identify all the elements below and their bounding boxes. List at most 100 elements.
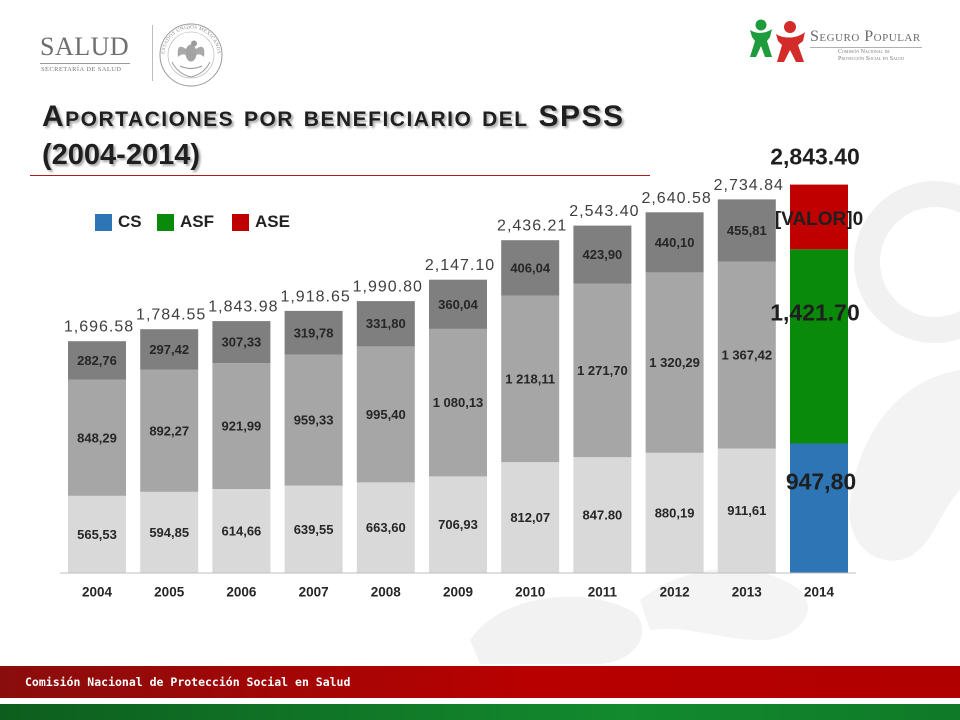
- total-label-2010: 2,436.21: [497, 218, 567, 235]
- data-label-2005-ase: 297,42: [149, 342, 189, 357]
- x-tick-label-2004: 2004: [82, 585, 113, 600]
- data-label-2014-cs: 947,80: [786, 469, 856, 495]
- data-label-2008-cs: 663,60: [366, 520, 406, 535]
- legend-label-cs: CS: [118, 212, 142, 231]
- data-label-2005-asf: 892,27: [149, 423, 189, 438]
- data-label-2012-cs: 880,19: [655, 505, 695, 520]
- data-label-2004-asf: 848,29: [77, 430, 117, 445]
- bar-segment-2005-cs: [140, 491, 199, 573]
- bar-segment-2010-asf: [501, 295, 560, 463]
- data-label-2012-ase: 440,10: [655, 235, 695, 250]
- red-figure-icon: [776, 21, 805, 62]
- total-label-2006: 1,843.98: [208, 299, 278, 316]
- bar-segment-2009-ase: [429, 279, 487, 329]
- watermark-head-shape: [854, 181, 960, 343]
- bar-segment-2010-cs: [501, 462, 560, 573]
- watermark-arm-shape: [849, 370, 960, 561]
- footer-text: Comisión Nacional de Protección Social e…: [25, 675, 351, 689]
- data-label-2007-ase: 319,78: [294, 325, 334, 340]
- bar-segment-2007-asf: [284, 354, 343, 486]
- data-label-2004-ase: 282,76: [77, 353, 117, 368]
- total-label-2011: 2,543.40: [569, 203, 639, 220]
- legend-swatch-cs: [95, 213, 112, 231]
- data-label-2011-asf: 1 271,70: [577, 363, 628, 378]
- bar-segment-2009-cs: [429, 476, 487, 573]
- total-label-2008: 1,990.80: [353, 279, 423, 296]
- bar-segment-2006-ase: [212, 321, 271, 364]
- legend-item-cs: CS: [95, 213, 142, 231]
- data-label-2006-asf: 921,99: [222, 419, 262, 434]
- data-label-2007-cs: 639,55: [294, 522, 334, 537]
- legend-label-ase: ASE: [255, 212, 290, 231]
- bar-segment-2014-ase: [790, 184, 848, 250]
- bar-segment-2009-asf: [429, 328, 487, 477]
- salud-logo-text: SALUD: [40, 32, 130, 61]
- total-label-2007: 1,918.65: [280, 288, 350, 305]
- data-label-2011-cs: 847.80: [583, 508, 623, 523]
- data-label-2013-asf: 1 367,42: [721, 348, 772, 363]
- header-divider: [152, 25, 153, 81]
- data-label-2006-ase: 307,33: [222, 335, 262, 350]
- bar-segment-2013-ase: [717, 199, 776, 262]
- total-label-2005: 1,784.55: [136, 307, 206, 324]
- total-label-2009: 2,147.10: [425, 257, 495, 274]
- seguro-popular-rule: [810, 47, 922, 48]
- bar-segment-2013-cs: [717, 448, 776, 573]
- bar-segment-2011-ase: [573, 225, 632, 284]
- seguro-popular-name: Seguro Popular: [810, 28, 921, 45]
- bar-segment-2004-asf: [68, 379, 126, 496]
- bar-segment-2008-ase: [356, 301, 415, 347]
- bar-segment-2008-asf: [356, 346, 415, 483]
- page-title-years: (2004-2014): [42, 139, 200, 171]
- legend-item-ase: ASE: [232, 213, 290, 231]
- green-figure-icon: [750, 19, 772, 57]
- x-tick-label-2013: 2013: [732, 585, 763, 600]
- x-tick-label-2010: 2010: [515, 585, 545, 600]
- bar-segment-2004-cs: [68, 495, 126, 573]
- legend-item-asf: ASF: [157, 213, 214, 231]
- total-label-2013: 2,734.84: [714, 177, 784, 194]
- watermark-foot-shape: [470, 596, 643, 664]
- bar-segment-2013-asf: [717, 261, 776, 449]
- salud-logo-rule: [40, 63, 130, 64]
- data-label-2004-cs: 565,53: [77, 527, 117, 542]
- bar-segment-2007-cs: [284, 485, 343, 573]
- bar-segment-2006-cs: [212, 489, 271, 573]
- data-label-2007-asf: 959,33: [294, 413, 334, 428]
- x-tick-label-2008: 2008: [371, 585, 402, 600]
- bar-segment-2006-asf: [212, 363, 271, 489]
- legend-swatch-ase: [232, 213, 249, 231]
- page-title: Aportaciones por beneficiario del SPSS: [42, 100, 625, 133]
- data-label-2010-cs: 812,07: [510, 510, 550, 525]
- legend-label-asf: ASF: [180, 212, 214, 231]
- data-label-2014-asf: 1,421.70: [770, 299, 860, 325]
- salud-logo-subtitle: SECRETARÍA DE SALUD: [41, 66, 122, 73]
- total-label-2004: 1,696.58: [64, 319, 134, 336]
- data-label-2012-asf: 1 320,29: [649, 355, 700, 370]
- bar-segment-2007-ase: [284, 310, 343, 355]
- data-label-2009-ase: 360,04: [438, 297, 479, 312]
- bar-segment-2014-asf: [790, 249, 848, 444]
- seguro-popular-subtitle-line-1: Comisión Nacional de: [838, 49, 890, 55]
- total-label-2014: 2,843.40: [770, 144, 860, 170]
- footer-band: [0, 666, 960, 698]
- data-label-2011-ase: 423,90: [583, 247, 623, 262]
- data-label-2010-asf: 1 218,11: [505, 371, 555, 386]
- x-tick-label-2007: 2007: [299, 585, 329, 600]
- bar-segment-2005-ase: [140, 329, 199, 370]
- x-tick-label-2009: 2009: [443, 585, 473, 600]
- x-tick-label-2005: 2005: [154, 585, 185, 600]
- seguro-popular-subtitle-line-2: Protección Social en Salud: [838, 56, 905, 62]
- data-label-2008-asf: 995,40: [366, 407, 406, 422]
- watermark-body-shape: [640, 568, 808, 640]
- data-label-2009-cs: 706,93: [438, 517, 478, 532]
- bar-segment-2011-asf: [573, 283, 632, 458]
- bar-segment-2005-asf: [140, 369, 199, 492]
- bar-segment-2010-ase: [501, 240, 560, 296]
- bar-segment-2004-ase: [68, 341, 126, 380]
- data-label-2006-cs: 614,66: [222, 524, 262, 539]
- x-tick-label-2014: 2014: [804, 585, 835, 600]
